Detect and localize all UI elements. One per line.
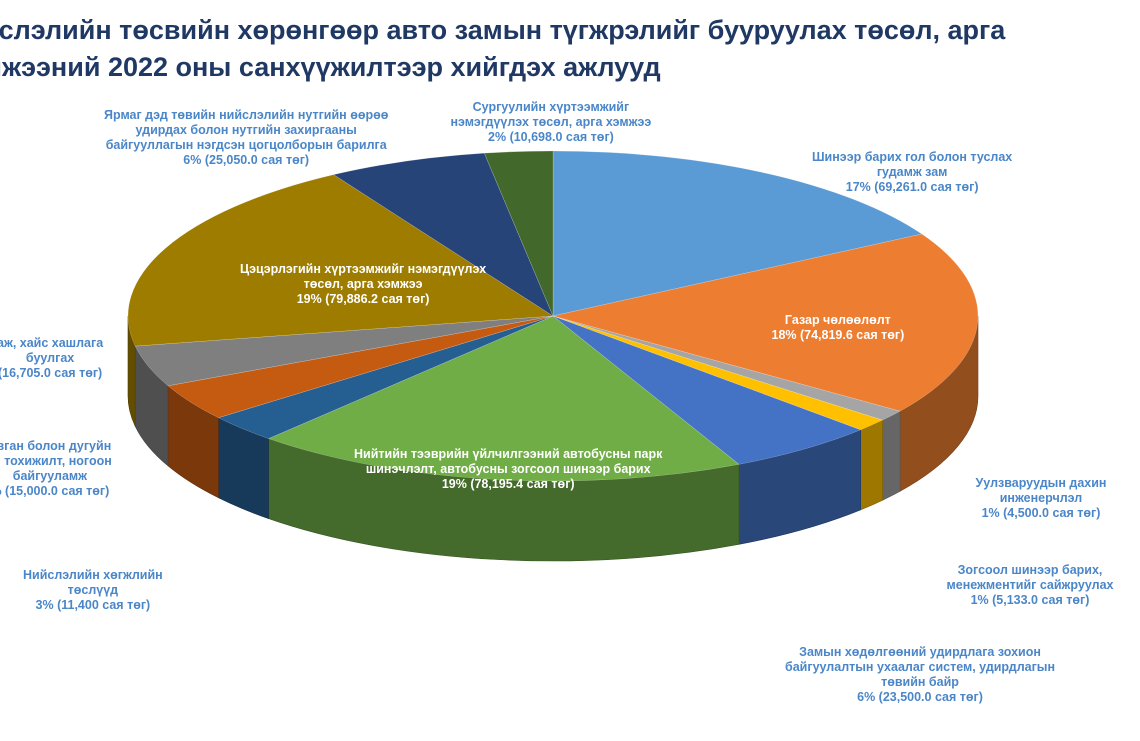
slice-label-9-line-2: 19% (79,886.2 сая төг) [296,292,430,306]
slice-label-10-line-0: Ярмаг дэд төвийн нийслэлийн нутгийн өөрө… [104,108,389,122]
slice-label-8-line-0: аж, хайс хашлага [0,336,104,350]
slice-label-3: Зогсоол шинээр барих, менежментийг сайжру… [947,563,1114,608]
slice-label-11-line-1: нэмэгдүүлэх төсөл, арга хэмжээ [450,115,652,129]
slice-label-3-line-0: Зогсоол шинээр барих, [957,563,1103,577]
slice-label-9-line-1: төсөл, арга хэмжээ [303,277,423,291]
slice-side-2 [882,410,901,501]
slice-label-4-line-3: 6% (23,500.0 сая төг) [857,690,983,704]
slice-label-2-line-1: инженерчлэл [999,491,1083,505]
slice-label-11-line-0: Сургуулийн хүртээмжийг [472,100,630,114]
slice-label-5: Нийтийн тээврийн үйлчилгээний автобусны … [354,447,662,492]
slice-label-10-line-1: удирдах болон нутгийн захиргааны [135,123,357,137]
slice-label-6-line-1: төслүүд [67,583,119,597]
slice-label-5-line-2: 19% (78,195.4 сая төг) [441,477,575,491]
slice-label-0-line-2: 17% (69,261.0 сая төг) [845,180,979,194]
slice-label-9: Цэцэрлэгийн хүртээмжийг нэмэгдүүлэх төсөл… [240,262,486,307]
slice-label-6: Нийслэлийн хөгжлийн төслүүд 3% (11,400 сая… [23,568,163,613]
slice-label-6-line-0: Нийслэлийн хөгжлийн [23,568,163,582]
slice-4[interactable] [552,315,862,465]
slice-label-8: аж, хайс хашлага буулгах (16,705.0 сая төг… [0,336,103,381]
slice-9[interactable] [127,174,554,347]
slice-label-4-line-0: Замын хөдөлгөөний удирдлага зохион [799,645,1041,659]
slice-1[interactable] [552,233,979,412]
slice-label-10-line-3: 6% (25,050.0 сая төг) [183,153,310,167]
slice-6[interactable] [217,315,554,439]
slice-label-11: Сургуулийн хүртээмжийг нэмэгдүүлэх төсөл,… [451,100,652,145]
slice-label-5-line-1: шинэчлэлт, автобусны зогсоол шинээр бари… [365,462,651,476]
slice-side-3 [860,419,883,511]
slice-label-1-line-1: 18% (74,819.6 сая төг) [771,328,905,342]
slice-7[interactable] [167,315,554,419]
slice-label-11-line-2: 2% (10,698.0 сая төг) [488,130,614,144]
slice-label-7-line-0: лвган болон дугуйн [0,439,112,453]
slice-label-2-line-0: Уулзваруудын дахин [975,476,1107,490]
slice-label-4: Замын хөдөлгөөний удирдлага зохион байгуу… [785,645,1055,705]
pie-top-faces [127,150,979,482]
slice-label-5-line-0: Нийтийн тээврийн үйлчилгээний автобусны … [354,447,663,461]
slice-label-7: лвган болон дугуйн м, тохижилт, ногоон бай… [0,439,112,499]
slice-label-4-line-1: байгуулалтын ухаалаг систем, удирдлагын [785,660,1056,674]
slice-label-2-line-2: 1% (4,500.0 сая төг) [981,506,1101,520]
slice-label-9-line-0: Цэцэрлэгийн хүртээмжийг нэмэгдүүлэх [240,262,487,276]
slice-label-7-line-1: м, тохижилт, ногоон [0,454,112,468]
slice-8[interactable] [134,315,554,387]
slice-10[interactable] [333,152,554,317]
slice-5[interactable] [267,315,740,482]
slice-label-3-line-2: 1% (5,133.0 сая төг) [970,593,1090,607]
slice-label-8-line-1: буулгах [25,351,75,365]
chart-title-line-2: мжээний 2022 оны санхүүжилтээр хийгдэх а… [0,52,661,82]
slice-label-0-line-0: Шинээр барих гол болон туслах [812,150,1013,164]
slice-label-10: Ярмаг дэд төвийн нийслэлийн нутгийн өөрө… [104,108,388,168]
slice-0[interactable] [552,150,923,317]
pie-side-walls [127,315,979,562]
slice-2[interactable] [552,315,901,421]
chart-title: йслэлийн төсвийн хөрөнгөөр авто замын тү… [0,12,1140,86]
slice-11[interactable] [483,150,554,317]
slice-label-3-line-1: менежментийг сайжруулах [946,578,1114,592]
slice-label-7-line-3: % (15,000.0 сая төг) [0,484,110,498]
slice-label-0: Шинээр барих гол болон туслах гудамж зам 1… [812,150,1012,195]
slice-label-10-line-2: байгууллагын нэгдсэн цогцолборын барилга [105,138,387,152]
chart-title-line-1: йслэлийн төсвийн хөрөнгөөр авто замын тү… [0,15,1006,45]
slice-label-0-line-1: гудамж зам [876,165,948,179]
slice-label-6-line-2: 3% (11,400 сая төг) [35,598,151,612]
slice-3[interactable] [552,315,884,431]
slice-label-1: Газар чөлөөлөлт 18% (74,819.6 сая төг) [772,313,905,343]
slice-label-8-line-2: (16,705.0 сая төг) [0,366,103,380]
slice-label-4-line-2: төвийн байр [881,675,959,689]
slice-label-7-line-2: байгууламж [12,469,88,483]
slice-label-1-line-0: Газар чөлөөлөлт [784,313,891,327]
slice-label-2: Уулзваруудын дахин инженерчлэл 1% (4,500.0… [976,476,1107,521]
